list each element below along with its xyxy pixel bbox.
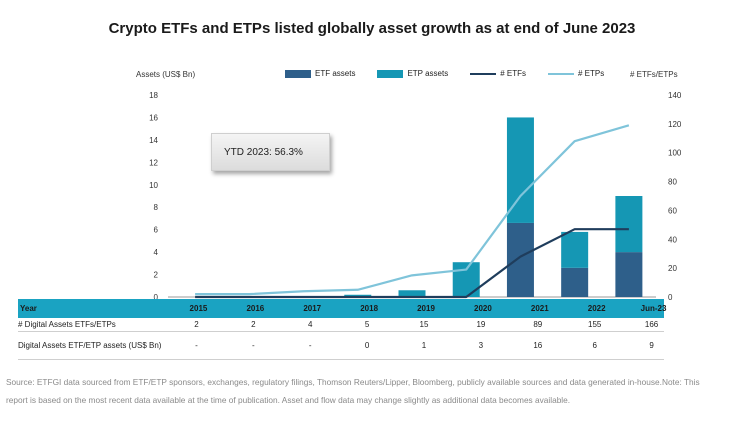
left-tick-label: 0 (154, 293, 159, 300)
year-cell: 2015 (189, 304, 208, 313)
year-cell: 2022 (587, 304, 606, 313)
legend-swatch-num-etfs (470, 72, 497, 75)
left-tick-label: 18 (149, 91, 158, 100)
table-row: Digital Assets ETF/ETP assets (US$ Bn) -… (18, 332, 664, 360)
legend-item-num-etfs: # ETFs (470, 69, 526, 78)
table-cell: 0 (364, 341, 370, 350)
chart-title: Crypto ETFs and ETPs listed globally ass… (108, 20, 636, 37)
table-cell: - (195, 341, 198, 350)
line-num-etfs (195, 228, 629, 299)
legend-label-etf-assets: ETF assets (315, 69, 356, 78)
left-tick-label: 8 (154, 203, 159, 212)
bar-etp-assets (344, 294, 372, 297)
legend-item-num-etps: # ETPs (548, 69, 604, 78)
right-axis-title: # ETFs/ETPs (630, 70, 678, 79)
bar-etf-assets (615, 252, 643, 297)
row-label: # Digital Assets ETFs/ETPs (18, 320, 116, 329)
year-cell: 2021 (530, 304, 549, 313)
table-cell: - (308, 341, 312, 350)
right-tick-label: 60 (668, 206, 677, 215)
table-cell: 89 (533, 320, 543, 329)
bar-etf-assets (506, 222, 534, 297)
legend-label-num-etps: # ETPs (578, 69, 605, 78)
table-cell: 2 (194, 320, 199, 329)
legend-label-num-etfs: # ETFs (500, 69, 526, 78)
bar-etp-assets (398, 290, 426, 297)
bar-etp-assets (506, 117, 534, 223)
table-cell: 3 (478, 341, 484, 350)
year-cell: 2019 (417, 304, 435, 313)
ytd-callout: YTD 2023: 56.3% (211, 133, 330, 171)
table-cell: 1 (421, 341, 427, 350)
year-cell: 2020 (474, 304, 492, 313)
chart-plot: 0 2 4 6 8 10 12 14 16 18 0 20 40 60 80 100 120 140 (149, 91, 682, 300)
table-header-row: Year 2015 2016 2017 2018 2019 2020 2021 … (18, 299, 666, 318)
legend-swatch-num-etps (548, 72, 574, 75)
right-tick-label: 140 (668, 91, 682, 100)
year-cell: 2018 (360, 304, 379, 313)
right-tick-label: 100 (668, 149, 682, 158)
bar-etp-assets (452, 262, 480, 297)
left-tick-label: 6 (154, 226, 159, 235)
left-tick-label: 10 (149, 181, 158, 190)
legend-item-etp-assets: ETP assets (377, 69, 448, 78)
table-cell: 19 (476, 320, 486, 329)
table-cell: 155 (588, 320, 602, 329)
source-note: Source: ETFGI data sourced from ETF/ETP … (6, 377, 700, 405)
left-axis-title: Assets (US$ Bn) (136, 70, 196, 79)
bar-etp-assets (561, 231, 589, 268)
table-cell: 6 (592, 341, 597, 350)
right-tick-label: 40 (668, 235, 677, 244)
left-tick-label: 16 (149, 113, 158, 122)
legend-swatch-etf-assets (285, 69, 311, 78)
line-num-etps (195, 124, 630, 296)
right-tick-label: 120 (668, 120, 682, 129)
bar-etf-assets (561, 267, 589, 297)
table-cell: - (252, 341, 255, 350)
table-cell: 2 (251, 320, 256, 329)
table-row: # Digital Assets ETFs/ETPs 2 2 4 5 15 19… (18, 318, 664, 332)
year-cell: Jun-23 (640, 304, 667, 313)
table-cell: 4 (308, 320, 313, 329)
data-table: Year 2015 2016 2017 2018 2019 2020 2021 … (18, 299, 666, 360)
left-tick-label: 12 (149, 158, 158, 167)
left-tick-label: 14 (149, 136, 158, 145)
table-cell: 16 (533, 341, 543, 350)
bar-etp-assets (615, 196, 643, 253)
table-cell: 166 (644, 320, 659, 329)
year-cell: 2016 (246, 304, 265, 313)
legend-item-etf-assets: ETF assets (285, 69, 355, 78)
table-header-label: Year (20, 304, 37, 313)
legend-label-etp-assets: ETP assets (407, 69, 449, 78)
row-label: Digital Assets ETF/ETP assets (US$ Bn) (18, 340, 162, 350)
right-tick-label: 0 (668, 293, 673, 300)
legend: ETF assets ETP assets # ETFs # ETPs (285, 69, 604, 78)
legend-swatch-etp-assets (377, 69, 404, 78)
table-cell: 5 (364, 320, 370, 329)
year-cell: 2017 (303, 304, 322, 313)
table-cell: 15 (419, 320, 429, 329)
right-tick-label: 80 (668, 178, 677, 187)
left-tick-label: 2 (154, 271, 159, 280)
table-cell: 9 (649, 341, 654, 350)
right-tick-label: 20 (668, 264, 677, 273)
left-tick-label: 4 (154, 248, 159, 257)
